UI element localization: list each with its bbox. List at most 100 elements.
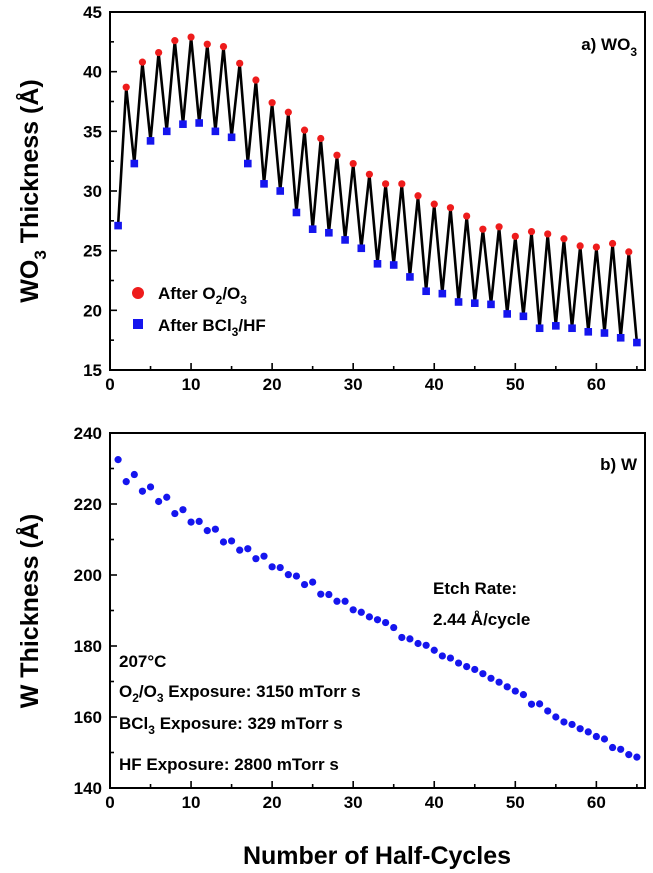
after-o2o3-point xyxy=(544,230,552,238)
w-thickness-point xyxy=(471,665,479,674)
w-thickness-point xyxy=(495,678,503,686)
etch-rate-value: 2.44 Å/cycle xyxy=(433,610,530,629)
after-o2o3-point xyxy=(122,83,130,91)
after-bcl3hf-point xyxy=(292,208,301,217)
after-o2o3-point xyxy=(203,40,211,48)
w-thickness-point xyxy=(317,590,325,598)
w-thickness-point xyxy=(300,580,309,589)
w-thickness-point xyxy=(422,641,430,649)
after-bcl3hf-point xyxy=(195,119,203,127)
legend-label-after-bcl3hf: After BCl3/HF xyxy=(158,316,266,339)
x-axis-label: Number of Half-Cycles xyxy=(243,842,511,870)
panel-b-frame xyxy=(109,432,646,789)
panel-b-y-axis-label: W Thickness (Å) xyxy=(15,514,44,708)
w-thickness-point xyxy=(211,525,219,533)
x-tick-label: 50 xyxy=(506,375,525,394)
after-o2o3-point xyxy=(479,225,487,233)
w-thickness-point xyxy=(544,707,552,715)
after-o2o3-point xyxy=(284,108,292,116)
panel-a-label: a) WO3 xyxy=(581,35,637,59)
w-thickness-point xyxy=(446,654,455,662)
w-thickness-point xyxy=(406,635,414,643)
bcl3-exposure-text: BCl3 Exposure: 329 mTorr s xyxy=(119,714,343,737)
w-thickness-point xyxy=(122,478,130,486)
w-thickness-point xyxy=(284,571,292,579)
w-thickness-point xyxy=(633,753,641,761)
x-tick-label: 50 xyxy=(506,793,525,812)
w-thickness-point xyxy=(219,538,228,546)
x-tick-label: 40 xyxy=(425,375,444,394)
x-tick-label: 30 xyxy=(344,375,363,394)
y-tick-label: 25 xyxy=(83,242,102,261)
panel-a-y-axis-label: WO3 Thickness (Å) xyxy=(15,79,50,302)
w-thickness-point xyxy=(333,597,341,605)
after-bcl3hf-point xyxy=(568,324,576,333)
w-thickness-point xyxy=(576,725,584,733)
conditions-annotation: 207°C O2/O3 Exposure: 3150 mTorr s BCl3 … xyxy=(119,652,361,774)
y-tick-label: 200 xyxy=(74,566,102,585)
after-bcl3hf-point xyxy=(341,236,349,244)
w-thickness-point xyxy=(398,633,406,642)
w-thickness-point xyxy=(227,537,236,545)
w-thickness-point xyxy=(195,517,203,525)
w-thickness-point xyxy=(503,683,511,691)
w-thickness-point xyxy=(487,674,495,682)
w-thickness-point xyxy=(349,606,357,614)
w-thickness-point xyxy=(203,527,211,535)
w-thickness-point xyxy=(252,555,260,563)
panel-b: 0 10 20 30 40 50 60 140 160 180 200 220 240 b) W W T… xyxy=(15,424,646,812)
after-o2o3-point xyxy=(625,248,633,256)
w-thickness-point xyxy=(309,578,317,586)
w-thickness-point xyxy=(365,613,373,621)
after-o2o3-point xyxy=(171,37,179,45)
after-bcl3hf-point xyxy=(616,333,625,342)
w-thickness-point xyxy=(608,743,617,752)
w-thickness-point xyxy=(325,590,333,599)
y-tick-label: 45 xyxy=(83,3,102,22)
panel-a-tick-labels: 0 10 20 30 40 50 60 15 20 25 30 35 40 45 xyxy=(83,3,606,394)
w-thickness-point xyxy=(276,563,284,572)
w-thickness-point xyxy=(414,639,422,648)
x-tick-label: 40 xyxy=(425,793,444,812)
w-thickness-point xyxy=(236,546,244,554)
after-bcl3hf-point xyxy=(308,225,317,233)
after-bcl3hf-point xyxy=(487,300,495,309)
after-bcl3hf-point xyxy=(454,298,463,306)
etch-rate-annotation: Etch Rate: 2.44 Å/cycle xyxy=(433,579,530,629)
after-o2o3-point xyxy=(446,204,455,212)
w-thickness-point xyxy=(341,597,349,605)
after-bcl3hf-point xyxy=(260,180,268,188)
after-o2o3-point xyxy=(300,126,309,134)
x-tick-label: 10 xyxy=(182,793,201,812)
after-o2o3-point xyxy=(527,227,536,236)
after-bcl3hf-point xyxy=(146,137,155,145)
w-thickness-point xyxy=(187,518,195,526)
after-o2o3-point xyxy=(187,33,195,41)
after-o2o3-point xyxy=(495,223,503,231)
after-bcl3hf-point xyxy=(584,328,593,336)
w-thickness-point xyxy=(130,470,138,479)
w-thickness-point xyxy=(373,616,382,624)
after-bcl3hf-point xyxy=(519,312,528,321)
after-o2o3-point xyxy=(365,170,373,178)
after-bcl3hf-point xyxy=(389,261,398,269)
y-tick-label: 180 xyxy=(74,637,102,656)
after-o2o3-point xyxy=(349,159,357,168)
w-thickness-point xyxy=(430,646,438,654)
w-thickness-point xyxy=(454,659,463,667)
w-thickness-point xyxy=(179,506,187,514)
after-o2o3-point xyxy=(414,192,422,200)
after-o2o3-point xyxy=(252,76,260,84)
x-tick-label: 0 xyxy=(105,375,114,394)
w-thickness-point xyxy=(592,732,600,741)
after-bcl3hf-point xyxy=(357,244,366,253)
w-thickness-point xyxy=(617,745,625,753)
w-thickness-point xyxy=(292,572,301,580)
w-thickness-point xyxy=(527,700,536,708)
x-tick-label: 20 xyxy=(263,793,282,812)
after-o2o3-point xyxy=(317,134,325,143)
w-thickness-point xyxy=(260,552,268,560)
panel-b-ticks xyxy=(109,432,638,789)
x-tick-label: 0 xyxy=(105,793,114,812)
